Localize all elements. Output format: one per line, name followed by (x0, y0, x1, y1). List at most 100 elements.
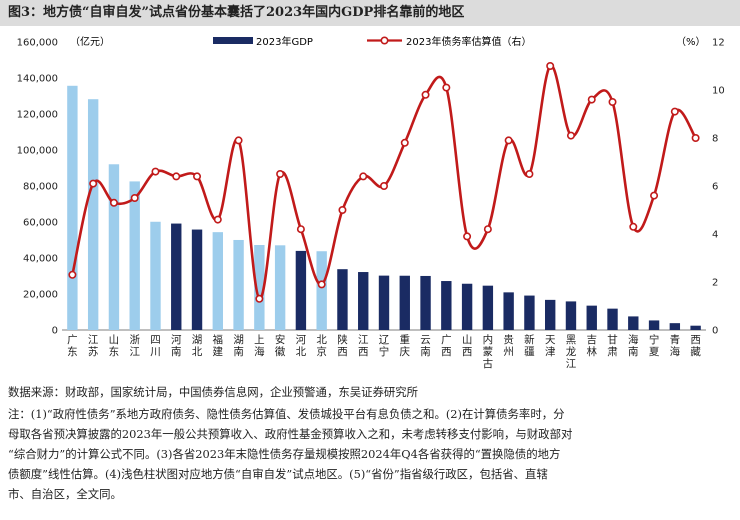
gdp-bar (586, 305, 597, 330)
category-label: 西 (690, 334, 701, 346)
gdp-bar (628, 316, 639, 330)
category-label: 海 (670, 345, 681, 358)
gdp-bar (378, 275, 390, 330)
note-line: 母取各省预决算披露的2023年一般公共预算收入、政府性基金预算收入之和，未考虑转… (8, 427, 573, 441)
gdp-bar (150, 221, 161, 330)
category-label: 天 (545, 334, 556, 346)
gdp-bar (171, 223, 182, 330)
category-label: 肃 (607, 346, 618, 358)
gdp-bar (441, 281, 452, 330)
debt-ratio-point (193, 172, 202, 181)
debt-ratio-point (400, 138, 409, 147)
category-label: 山 (109, 334, 120, 346)
category-label: 蒙 (483, 345, 494, 358)
debt-ratio-point (525, 170, 534, 179)
right-tick-label: 0 (712, 326, 718, 337)
category-label: 新 (524, 333, 535, 346)
category-label: 江 (129, 346, 140, 358)
gdp-bar (316, 251, 327, 330)
bars-group (67, 85, 701, 330)
category-label: 河 (296, 334, 307, 346)
category-label: 州 (503, 346, 514, 358)
category-label: 夏 (649, 346, 660, 358)
gdp-bar (690, 325, 701, 330)
gdp-bar (129, 181, 140, 330)
gdp-bar (108, 164, 120, 330)
category-label: 宁 (379, 345, 390, 358)
right-axis-unit: （%） (676, 36, 706, 48)
category-label: 津 (545, 346, 556, 358)
debt-ratio-point (587, 95, 596, 104)
category-label: 河 (171, 334, 182, 346)
category-label: 京 (316, 345, 327, 358)
category-label: 云 (420, 334, 431, 346)
category-label: 龙 (566, 345, 577, 358)
left-tick-label: 20,000 (23, 290, 58, 301)
debt-ratio-point (483, 225, 492, 234)
gdp-bar (212, 232, 223, 330)
debt-ratio-point (504, 136, 513, 145)
left-axis: 0 20,000 40,000 60,000 80,000 100,000 120,000 1… (17, 38, 58, 337)
category-label: 广 (441, 334, 452, 346)
notes-block: 注：(1)“政府性债务”系地方政府债务、隐性债务估算值、发债城投平台有息负债之和… (8, 404, 732, 504)
debt-ratio-point (89, 179, 98, 188)
right-tick-label: 12 (712, 38, 725, 49)
legend-bar-swatch (213, 37, 253, 44)
category-label: 吉 (586, 334, 597, 346)
category-label: 海 (628, 333, 639, 346)
category-label: 西 (337, 346, 348, 358)
legend-line-label: 2023年债务率估算值（右） (406, 35, 531, 48)
debt-ratio-point (359, 172, 368, 181)
category-label: 重 (400, 333, 411, 346)
gdp-bar (274, 245, 286, 330)
gdp-bar (545, 299, 556, 330)
category-label: 黑 (566, 334, 577, 346)
right-axis: 0 2 4 6 8 10 12 (712, 38, 725, 337)
category-label: 南 (420, 345, 431, 358)
debt-ratio-point (213, 215, 222, 224)
left-tick-label: 0 (52, 326, 58, 337)
debt-ratio-point (234, 136, 243, 145)
category-label: 西 (358, 346, 369, 358)
left-tick-label: 60,000 (23, 218, 58, 229)
left-tick-label: 140,000 (17, 74, 58, 85)
gdp-bar (524, 295, 535, 330)
debt-ratio-point (109, 198, 118, 207)
gdp-bar (295, 250, 307, 330)
category-label: 上 (254, 334, 265, 346)
debt-ratio-point (130, 194, 139, 203)
gdp-bar (191, 229, 203, 330)
debt-ratio-point (421, 90, 430, 99)
category-label: 北 (296, 346, 307, 358)
category-label: 海 (254, 345, 265, 358)
left-tick-label: 100,000 (17, 146, 58, 157)
category-label: 北 (316, 334, 327, 346)
debt-ratio-point (255, 294, 264, 303)
debt-ratio-point (691, 134, 700, 143)
gdp-bar (461, 283, 473, 330)
gdp-bar (87, 99, 99, 330)
note-line: 债额度”线性估算。(4)浅色柱状图对应地方债“自审自发”试点地区。(5)“省份”… (8, 467, 548, 481)
debt-ratio-point (442, 83, 451, 92)
category-label: 浙 (129, 334, 140, 346)
gdp-bar (67, 85, 78, 330)
note-line: 市、自治区，全文同。 (8, 487, 122, 501)
category-label: 内 (483, 333, 494, 346)
note-line: 注：(1)“政府性债务”系地方政府债务、隐性债务估算值、发债城投平台有息负债之和… (8, 407, 565, 421)
left-tick-label: 80,000 (23, 182, 58, 193)
debt-ratio-point (317, 280, 326, 289)
debt-ratio-point (670, 107, 679, 116)
category-labels: 广东江苏山东浙江四川河南湖北福建湖南上海安徽河北北京陕西江西辽宁重庆云南广西山西… (67, 333, 701, 370)
gdp-bar (669, 323, 681, 330)
gdp-bar (337, 269, 348, 330)
category-label: 山 (462, 334, 473, 346)
right-tick-label: 6 (712, 182, 718, 193)
debt-ratio-point (629, 222, 638, 231)
debt-ratio-point (68, 270, 77, 279)
category-label: 林 (586, 345, 597, 358)
gdp-bar (420, 275, 431, 330)
category-label: 苏 (88, 345, 99, 358)
category-label: 青 (670, 333, 681, 346)
category-label: 南 (171, 345, 182, 358)
category-label: 陕 (337, 333, 348, 346)
